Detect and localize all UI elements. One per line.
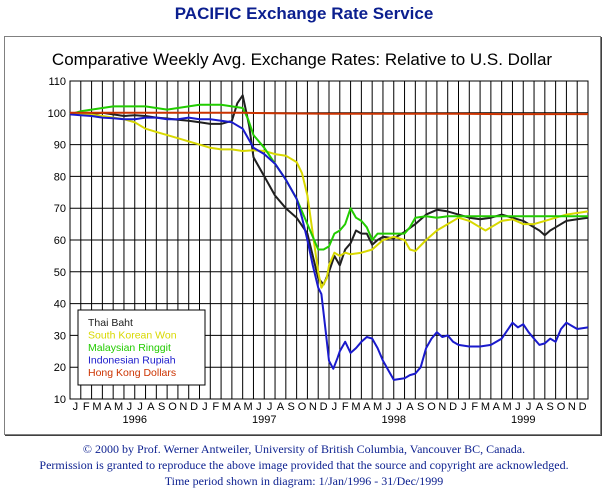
x-month-label: A (104, 401, 112, 413)
x-month-label: A (277, 401, 285, 413)
y-tick-label: 20 (54, 362, 66, 374)
x-month-label: S (288, 401, 295, 413)
y-tick-label: 40 (54, 299, 66, 311)
x-year-label: 1996 (123, 414, 147, 426)
chart-title: Comparative Weekly Avg. Exchange Rates: … (52, 50, 552, 69)
footer-permission: Permission is granted to reproduce the a… (39, 458, 569, 472)
x-month-label: N (438, 401, 446, 413)
x-month-label: S (417, 401, 424, 413)
x-year-label: 1999 (511, 414, 535, 426)
x-month-label: F (83, 401, 90, 413)
x-month-label: D (449, 401, 457, 413)
x-month-label: A (147, 401, 155, 413)
x-month-label: F (342, 401, 349, 413)
x-month-label: F (471, 401, 478, 413)
x-month-label: M (92, 401, 101, 413)
x-month-label: M (373, 401, 382, 413)
x-month-label: J (137, 401, 143, 413)
x-month-label: O (557, 401, 566, 413)
x-month-label: S (547, 401, 554, 413)
footer-time-period: Time period shown in diagram: 1/Jan/1996… (164, 474, 444, 488)
x-month-label: N (309, 401, 317, 413)
y-tick-label: 110 (48, 76, 66, 88)
x-month-label: A (493, 401, 501, 413)
y-tick-label: 90 (54, 140, 66, 152)
x-month-label: J (515, 401, 521, 413)
x-month-label: J (461, 401, 467, 413)
legend-entry-thai-baht: Thai Baht (88, 317, 133, 329)
series-line-indonesian-rupiah (69, 113, 589, 381)
x-month-label: M (222, 401, 231, 413)
x-month-label: D (579, 401, 587, 413)
x-month-label: D (320, 401, 328, 413)
x-month-label: M (502, 401, 511, 413)
x-month-label: O (168, 401, 177, 413)
y-tick-label: 70 (54, 203, 66, 215)
x-month-label: M (351, 401, 360, 413)
x-month-label: A (234, 401, 242, 413)
y-tick-label: 100 (48, 108, 66, 120)
x-month-label: J (332, 401, 338, 413)
x-month-label: N (179, 401, 187, 413)
x-month-label: A (536, 401, 544, 413)
y-tick-label: 10 (54, 394, 66, 406)
footer-copyright: © 2000 by Prof. Werner Antweiler, Univer… (82, 442, 526, 456)
x-month-label: J (127, 401, 133, 413)
x-month-label: S (158, 401, 165, 413)
legend-entry-hong-kong-dollars: Hong Kong Dollars (88, 367, 176, 379)
legend-entry-south-korean-won: South Korean Won (88, 330, 177, 342)
series-line-south-korean-won (69, 113, 589, 289)
x-month-label: F (212, 401, 219, 413)
x-month-label: O (427, 401, 436, 413)
x-month-label: D (190, 401, 198, 413)
x-month-label: J (396, 401, 402, 413)
y-tick-label: 60 (54, 235, 66, 247)
legend-box (77, 309, 206, 386)
x-month-label: M (481, 401, 490, 413)
series-line-malaysian-ringgit (69, 103, 588, 251)
x-month-label: J (386, 401, 392, 413)
x-month-label: M (243, 401, 252, 413)
x-month-label: A (406, 401, 414, 413)
x-month-label: N (568, 401, 576, 413)
legend-entry-malaysian-ringgit: Malaysian Ringgit (88, 342, 171, 354)
x-month-label: J (267, 401, 273, 413)
chart-panel: Comparative Weekly Avg. Exchange Rates: … (4, 36, 601, 435)
x-month-label: J (73, 401, 79, 413)
y-tick-label: 50 (54, 267, 66, 279)
y-tick-label: 80 (54, 171, 66, 183)
legend-entry-indonesian-rupiah: Indonesian Rupiah (88, 355, 176, 367)
x-month-label: J (256, 401, 262, 413)
x-year-label: 1997 (252, 414, 276, 426)
y-tick-label: 30 (54, 330, 66, 342)
x-month-label: A (363, 401, 371, 413)
x-month-label: J (526, 401, 532, 413)
series-line-hong-kong-dollars (70, 111, 588, 116)
x-month-label: J (202, 401, 208, 413)
x-month-label: M (114, 401, 123, 413)
exchange-rate-chart: Comparative Weekly Avg. Exchange Rates: … (48, 50, 589, 426)
x-month-label: O (298, 401, 307, 413)
x-year-label: 1998 (382, 414, 406, 426)
service-title: PACIFIC Exchange Rate Service (174, 4, 434, 23)
